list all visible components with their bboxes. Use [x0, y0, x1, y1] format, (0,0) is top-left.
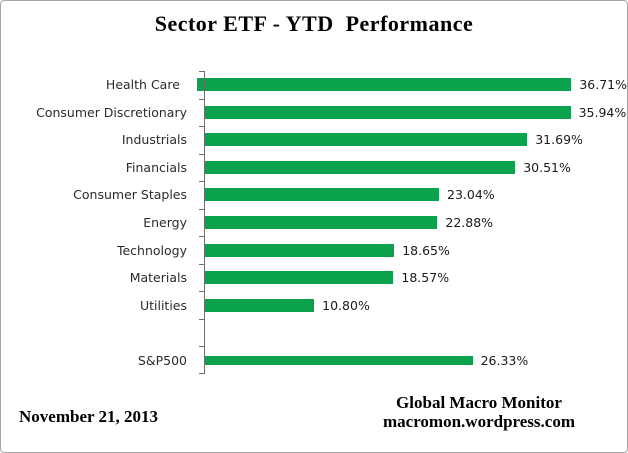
bar	[204, 216, 438, 229]
value-label: 30.51%	[523, 159, 571, 175]
value-label: 18.65%	[402, 242, 450, 258]
axis-tick	[199, 373, 204, 374]
value-label: 22.88%	[445, 215, 494, 230]
category-label: Consumer Discretionary	[36, 104, 187, 120]
chart-row: Technology 18.65%	[1, 236, 627, 264]
y-axis-line	[204, 71, 205, 374]
chart-rows: Health Care 36.71% Consumer Discretionary 3…	[1, 71, 627, 374]
date-label: November 21, 2013	[19, 407, 158, 426]
bar-chart: Health Care 36.71% Consumer Discretionary 3…	[1, 71, 627, 374]
value-label: 26.33%	[480, 352, 529, 368]
chart-row: Financials 30.51%	[1, 154, 627, 182]
plot-area: 26.33%	[204, 346, 627, 374]
bar	[204, 271, 394, 285]
category-label: Materials	[129, 270, 187, 286]
axis-tick	[199, 291, 204, 293]
category-label: Industrials	[121, 132, 187, 148]
chart-row: Consumer Discretionary 35.94%	[1, 99, 627, 127]
bar	[204, 355, 473, 365]
plot-area: 18.57%	[204, 264, 627, 292]
plot-area: 31.69%	[204, 126, 627, 154]
category-label: Technology	[116, 242, 187, 258]
chart-row: S&P500 26.33%	[1, 346, 627, 374]
axis-tick	[199, 318, 204, 320]
value-label: 31.69%	[535, 132, 583, 148]
axis-tick	[199, 346, 204, 348]
axis-tick	[199, 181, 204, 183]
bar	[204, 298, 315, 312]
value-label: 35.94%	[578, 104, 627, 120]
axis-tick	[199, 236, 204, 238]
value-label: 36.71%	[579, 77, 627, 93]
chart-row: Utilities 10.80%	[1, 291, 627, 319]
chart-row: Materials 18.57%	[1, 264, 627, 292]
plot-area: 10.80%	[204, 291, 627, 319]
plot-area: 22.88%	[204, 209, 627, 237]
axis-tick	[199, 71, 204, 72]
plot-area: 36.71%	[196, 71, 627, 99]
credit-source: Global Macro Monitor	[396, 393, 562, 412]
bar	[204, 133, 528, 147]
category-label: Health Care	[105, 77, 180, 93]
category-label: Financials	[125, 159, 187, 175]
bar	[204, 160, 516, 174]
chart-row: Consumer Staples 23.04%	[1, 181, 627, 209]
bar	[204, 105, 571, 119]
plot-area	[204, 319, 627, 347]
category-label: Utilities	[139, 297, 187, 313]
category-label: Energy	[143, 215, 187, 230]
bar	[204, 188, 439, 202]
value-label: 18.57%	[401, 270, 450, 286]
bar	[204, 243, 395, 257]
credit-url: macromon.wordpress.com	[382, 412, 575, 431]
plot-area: 30.51%	[204, 154, 627, 182]
chart-row: Industrials 31.69%	[1, 126, 627, 154]
chart-row: Health Care 36.71%	[1, 71, 627, 99]
chart-title: Sector ETF - YTD Performance	[154, 11, 474, 36]
axis-tick	[199, 263, 204, 265]
axis-tick	[199, 126, 204, 128]
value-label: 23.04%	[447, 187, 495, 203]
chart-row	[1, 319, 627, 347]
axis-tick	[199, 98, 204, 100]
axis-tick	[199, 153, 204, 155]
plot-area: 23.04%	[204, 181, 627, 209]
plot-area: 18.65%	[204, 236, 627, 264]
category-label: S&P500	[137, 352, 187, 368]
value-label: 10.80%	[322, 297, 370, 313]
credit-block: Global Macro Monitor macromon.wordpress.…	[383, 393, 575, 431]
chart-row: Energy 22.88%	[1, 209, 627, 237]
category-label: Consumer Staples	[73, 187, 187, 203]
bar	[196, 78, 572, 92]
axis-tick	[199, 208, 204, 210]
plot-area: 35.94%	[204, 99, 627, 127]
